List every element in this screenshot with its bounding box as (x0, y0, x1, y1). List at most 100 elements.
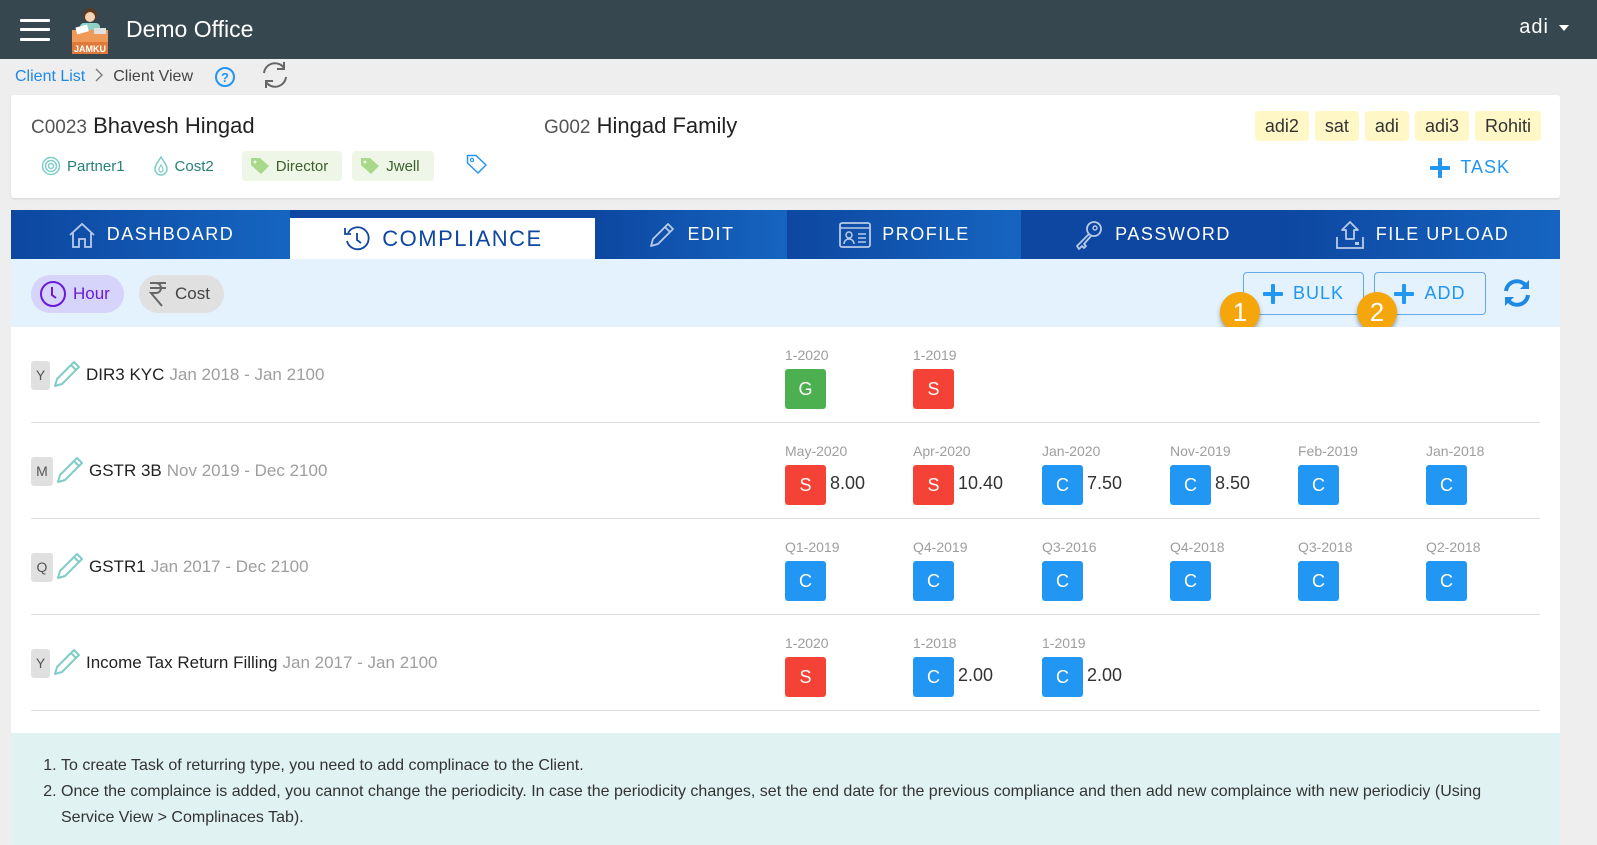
compliance-range: Jan 2017 - Jan 2100 (282, 653, 438, 672)
notes-list: To create Task of returring type, you ne… (61, 753, 1501, 831)
user-menu[interactable]: adi (1519, 16, 1569, 39)
tab-edit[interactable]: EDIT (595, 210, 787, 259)
entry-period: Q2-2018 (1426, 539, 1481, 555)
entry-period: Q4-2018 (1170, 539, 1225, 555)
status-badge[interactable]: C (1042, 657, 1083, 697)
compliance-entry: 1-2020 S (785, 635, 829, 697)
key-icon (1076, 220, 1103, 250)
edit-pencil-icon[interactable] (52, 645, 84, 682)
tab-password[interactable]: PASSWORD (1021, 210, 1283, 259)
add-tag-icon[interactable] (466, 154, 488, 178)
edit-pencil-icon[interactable] (52, 357, 84, 394)
compliance-entry: 1-2019 S (913, 347, 957, 409)
bulk-button[interactable]: BULK (1243, 272, 1364, 315)
partner-label: Partner1 (67, 157, 125, 175)
compliance-entry: Feb-2019 C (1298, 443, 1358, 505)
entry-period: 1-2019 (1042, 635, 1086, 651)
help-icon[interactable]: ? (215, 67, 235, 87)
edit-pencil-icon[interactable] (55, 453, 87, 490)
compliance-name: DIR3 KYC (86, 365, 165, 384)
tab-file-upload[interactable]: FILE UPLOAD (1283, 210, 1560, 259)
clock-icon (40, 281, 66, 307)
entry-period: Jan-2020 (1042, 443, 1101, 459)
status-badge[interactable]: C (785, 561, 826, 601)
compliance-info: Y Income Tax Return Filling Jan 2017 - J… (31, 615, 438, 711)
hours-value: 7.50 (1087, 472, 1123, 493)
compliance-info: Y DIR3 KYC Jan 2018 - Jan 2100 (31, 327, 324, 423)
status-badge[interactable]: C (913, 657, 954, 697)
plus-icon (1430, 157, 1451, 178)
tag-chip-director: Director (241, 151, 343, 181)
page-scrollbar[interactable] (1560, 59, 1597, 845)
status-badge[interactable]: C (1298, 465, 1339, 505)
status-badge[interactable]: C (1426, 465, 1467, 505)
target-icon (41, 156, 61, 176)
status-badge[interactable]: C (1298, 561, 1339, 601)
tab-label: PASSWORD (1115, 224, 1231, 244)
status-badge[interactable]: C (1170, 465, 1211, 505)
tab-compliance[interactable]: COMPLIANCE (290, 218, 595, 259)
tab-label: EDIT (687, 224, 735, 244)
entry-period: Q1-2019 (785, 539, 840, 555)
compliance-entry: Q2-2018 C (1426, 539, 1480, 601)
task-label: TASK (1460, 157, 1510, 177)
status-badge[interactable]: C (1042, 465, 1083, 505)
top-bar: JAMKU Demo Office adi (0, 0, 1597, 59)
periodicity-badge: Q (31, 552, 53, 582)
compliance-entry: Q4-2019 C (913, 539, 967, 601)
compliance-entry: 1-2019 C 2.00 (1042, 635, 1122, 697)
entry-period: Q3-2016 (1042, 539, 1097, 555)
user-name: adi (1519, 16, 1549, 38)
compliance-entry: Apr-2020 S 10.40 (913, 443, 1003, 505)
tab-label: PROFILE (882, 224, 970, 244)
cost-toggle[interactable]: Cost (139, 275, 224, 313)
hamburger-menu-icon[interactable] (20, 18, 50, 41)
jamku-logo: JAMKU (68, 6, 112, 54)
group-title: G002 Hingad Family (544, 113, 737, 139)
edit-pencil-icon[interactable] (55, 549, 87, 586)
tab-dashboard[interactable]: DASHBOARD (11, 210, 290, 259)
help-notes: To create Task of returring type, you ne… (11, 733, 1560, 845)
status-badge[interactable]: C (1426, 561, 1467, 601)
assigned-users: adi2 sat adi adi3 Rohiti (1254, 111, 1541, 141)
entry-period: Jan-2018 (1426, 443, 1485, 459)
compliance-info: Q GSTR1 Jan 2017 - Dec 2100 (31, 519, 309, 615)
status-badge[interactable]: S (785, 657, 826, 697)
compliance-row: M GSTR 3B Nov 2019 - Dec 2100 May-2020 S… (31, 423, 1540, 519)
plus-icon (1394, 283, 1415, 304)
client-name: Bhavesh Hingad (93, 113, 255, 138)
hours-value: 8.50 (1215, 472, 1251, 493)
periodicity-badge: M (31, 456, 53, 486)
entry-period: May-2020 (785, 443, 848, 459)
status-badge[interactable]: G (785, 369, 826, 409)
status-badge[interactable]: C (913, 561, 954, 601)
status-badge[interactable]: S (913, 465, 954, 505)
cost-center: Cost2 (153, 156, 214, 176)
tab-label: COMPLIANCE (382, 225, 543, 251)
status-badge[interactable]: S (913, 369, 954, 409)
status-badge[interactable]: S (785, 465, 826, 505)
client-tabs: DASHBOARD COMPLIANCE EDIT PROFILE PASSWO… (11, 210, 1560, 259)
hour-toggle[interactable]: Hour (31, 275, 124, 313)
bulk-label: BULK (1292, 283, 1345, 303)
hours-value: 10.40 (958, 472, 1004, 493)
tab-profile[interactable]: PROFILE (787, 210, 1021, 259)
add-label: ADD (1424, 283, 1466, 303)
entry-period: 1-2020 (785, 347, 829, 363)
tag-chip-jwell: Jwell (352, 151, 434, 181)
user-chip: sat (1314, 111, 1359, 141)
refresh-icon[interactable] (259, 60, 291, 95)
add-task-button[interactable]: TASK (1430, 157, 1510, 178)
breadcrumb-client-list[interactable]: Client List (15, 68, 86, 85)
partner: Partner1 (41, 156, 125, 176)
add-compliance-button[interactable]: ADD (1374, 272, 1486, 315)
status-badge[interactable]: C (1170, 561, 1211, 601)
drop-icon (153, 156, 168, 176)
annotation-marker-1: 1 (1220, 292, 1260, 332)
status-badge[interactable]: C (1042, 561, 1083, 601)
compliance-row: Q GSTR1 Jan 2017 - Dec 2100 Q1-2019 C Q4… (31, 519, 1540, 615)
entry-period: Q3-2018 (1298, 539, 1353, 555)
sync-icon[interactable] (1501, 277, 1533, 314)
upload-icon (1335, 220, 1364, 249)
compliance-entry: Jan-2018 C (1426, 443, 1484, 505)
